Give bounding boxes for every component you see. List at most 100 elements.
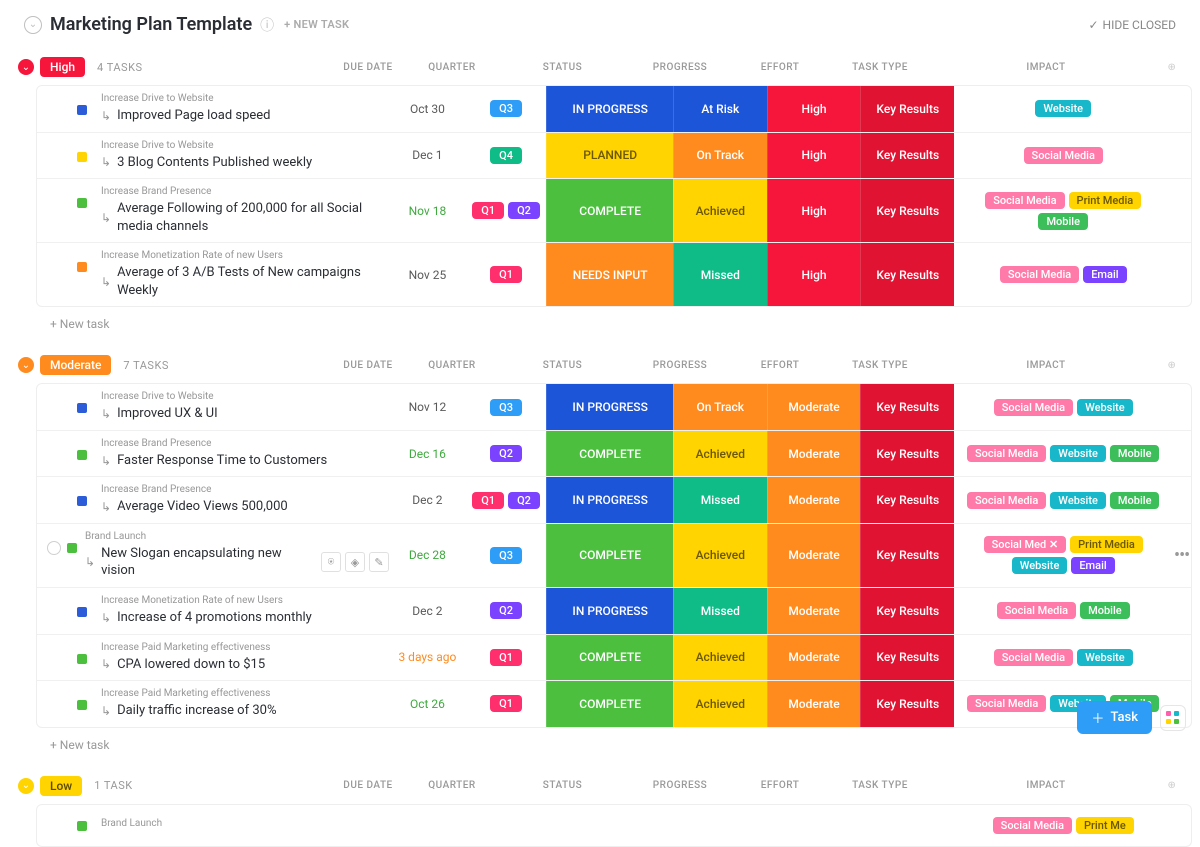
impact-tag[interactable]: Social Media [994, 649, 1073, 666]
col-header-status[interactable]: STATUS [495, 780, 630, 791]
task-row[interactable]: Increase Paid Marketing effectiveness ↳ … [37, 634, 1191, 681]
more-icon[interactable]: ••• [1172, 545, 1191, 566]
quarter-pill[interactable]: Q3 [490, 100, 522, 117]
priority-pill[interactable]: Moderate [40, 355, 111, 375]
impact-tag[interactable]: Social Media [1024, 147, 1103, 164]
impact-tag[interactable]: Social Media [967, 445, 1046, 462]
col-header-progress[interactable]: PROGRESS [630, 360, 730, 371]
new-task-inline[interactable]: + New task [0, 728, 1200, 768]
effort-cell[interactable]: High [767, 86, 861, 132]
col-header-due[interactable]: DUE DATE [327, 780, 409, 791]
task-row[interactable]: Increase Drive to Website ↳ Improved Pag… [37, 86, 1191, 132]
col-header-type[interactable]: TASK TYPE [830, 360, 930, 371]
progress-cell[interactable]: Missed [673, 243, 767, 306]
impact-cell[interactable]: Social MediaPrint MediaMobile [954, 179, 1172, 242]
task-row[interactable]: Increase Drive to Website ↳ Improved UX … [37, 384, 1191, 430]
status-cell[interactable]: IN PROGRESS [546, 86, 673, 132]
status-square[interactable] [77, 105, 87, 115]
task-name[interactable]: Average Following of 200,000 for all Soc… [117, 200, 389, 235]
col-header-effort[interactable]: EFFORT [730, 780, 830, 791]
add-column-button[interactable]: ⊕ [1162, 360, 1182, 371]
progress-cell[interactable]: Achieved [673, 179, 767, 242]
progress-cell[interactable]: Achieved [673, 524, 767, 587]
quarter-cell[interactable]: Q3 [466, 547, 547, 564]
impact-tag[interactable]: Social Media [967, 492, 1046, 509]
hide-closed-button[interactable]: ✓ HIDE CLOSED [1088, 18, 1176, 32]
impact-tag[interactable]: Email [1071, 557, 1114, 574]
quarter-pill[interactable]: Q2 [508, 202, 540, 219]
impact-cell[interactable]: Social MediaWebsite [954, 635, 1172, 681]
col-header-due[interactable]: DUE DATE [327, 62, 409, 73]
quarter-pill[interactable]: Q1 [490, 649, 522, 666]
app-grid-button[interactable] [1160, 705, 1186, 731]
col-header-effort[interactable]: EFFORT [730, 360, 830, 371]
col-header-type[interactable]: TASK TYPE [830, 62, 930, 73]
col-header-effort[interactable]: EFFORT [730, 62, 830, 73]
due-date[interactable]: Nov 12 [389, 400, 466, 414]
progress-cell[interactable]: Achieved [673, 635, 767, 681]
add-column-button[interactable]: ⊕ [1162, 780, 1182, 791]
col-header-impact[interactable]: IMPACT [930, 62, 1162, 73]
task-name[interactable]: Increase of 4 promotions monthly [117, 609, 312, 627]
col-header-quarter[interactable]: QUARTER [409, 62, 495, 73]
new-task-button[interactable]: + NEW TASK [284, 18, 349, 31]
impact-cell[interactable]: Social MediaWebsiteMobile [954, 477, 1172, 523]
status-cell[interactable]: COMPLETE [546, 179, 673, 242]
col-header-quarter[interactable]: QUARTER [409, 360, 495, 371]
status-cell[interactable]: NEEDS INPUT [546, 243, 673, 306]
type-cell[interactable]: Key Results [860, 133, 954, 179]
quarter-pill[interactable]: Q1 [490, 266, 522, 283]
add-column-button[interactable]: ⊕ [1162, 62, 1182, 73]
effort-cell[interactable]: Moderate [767, 384, 861, 430]
edit-button[interactable]: ✎ [369, 552, 389, 572]
task-name[interactable]: Average Video Views 500,000 [117, 498, 288, 516]
col-header-progress[interactable]: PROGRESS [630, 62, 730, 73]
status-cell[interactable]: COMPLETE [546, 524, 673, 587]
type-cell[interactable]: Key Results [860, 477, 954, 523]
effort-cell[interactable]: High [767, 243, 861, 306]
impact-tag[interactable]: Email [1083, 266, 1126, 283]
task-name[interactable]: Improved Page load speed [117, 107, 270, 125]
col-header-impact[interactable]: IMPACT [930, 360, 1162, 371]
progress-cell[interactable]: Achieved [673, 431, 767, 477]
progress-cell[interactable]: On Track [673, 133, 767, 179]
col-header-progress[interactable]: PROGRESS [630, 780, 730, 791]
impact-tag[interactable]: Social Media [993, 817, 1072, 834]
status-square[interactable] [77, 403, 87, 413]
type-cell[interactable]: Key Results [860, 681, 954, 727]
effort-cell[interactable]: Moderate [767, 681, 861, 727]
task-name[interactable]: Faster Response Time to Customers [117, 452, 327, 470]
progress-cell[interactable]: Missed [673, 477, 767, 523]
status-cell[interactable]: IN PROGRESS [546, 384, 673, 430]
status-square[interactable] [77, 152, 87, 162]
impact-cell[interactable]: Social Media [954, 133, 1172, 179]
due-date[interactable]: Dec 2 [389, 604, 466, 618]
quarter-cell[interactable]: Q3 [466, 399, 547, 416]
effort-cell[interactable]: Moderate [767, 431, 861, 477]
quarter-cell[interactable]: Q1 [466, 266, 547, 283]
assign-button[interactable]: ⍟ [321, 552, 341, 572]
type-cell[interactable]: Key Results [860, 431, 954, 477]
col-header-status[interactable]: STATUS [495, 360, 630, 371]
task-row[interactable]: Brand Launch ↳ New Slogan encapsulating … [37, 523, 1191, 587]
info-icon[interactable]: ⓘ [260, 15, 274, 35]
task-name[interactable]: CPA lowered down to $15 [117, 656, 265, 674]
quarter-pill[interactable]: Q4 [490, 147, 522, 164]
impact-tag[interactable]: Print Media [1069, 192, 1142, 209]
col-header-status[interactable]: STATUS [495, 62, 630, 73]
impact-cell[interactable]: Social Med ✕Print MediaWebsiteEmail [954, 524, 1172, 587]
impact-tag[interactable]: Mobile [1080, 602, 1130, 619]
task-row[interactable]: Increase Brand Presence ↳ Average Follow… [37, 178, 1191, 242]
status-square[interactable] [77, 496, 87, 506]
task-name[interactable]: 3 Blog Contents Published weekly [117, 154, 312, 172]
quarter-cell[interactable]: Q1Q2 [466, 492, 547, 509]
status-cell[interactable]: IN PROGRESS [546, 477, 673, 523]
col-header-impact[interactable]: IMPACT [930, 780, 1162, 791]
group-toggle-icon[interactable]: ⌄ [18, 59, 34, 75]
impact-tag[interactable]: Social Med ✕ [984, 536, 1067, 553]
col-header-due[interactable]: DUE DATE [327, 360, 409, 371]
impact-tag[interactable]: Website [1077, 649, 1133, 666]
due-date[interactable]: Nov 25 [389, 268, 466, 282]
type-cell[interactable]: Key Results [860, 588, 954, 634]
task-row[interactable]: Increase Drive to Website ↳ 3 Blog Conte… [37, 132, 1191, 179]
